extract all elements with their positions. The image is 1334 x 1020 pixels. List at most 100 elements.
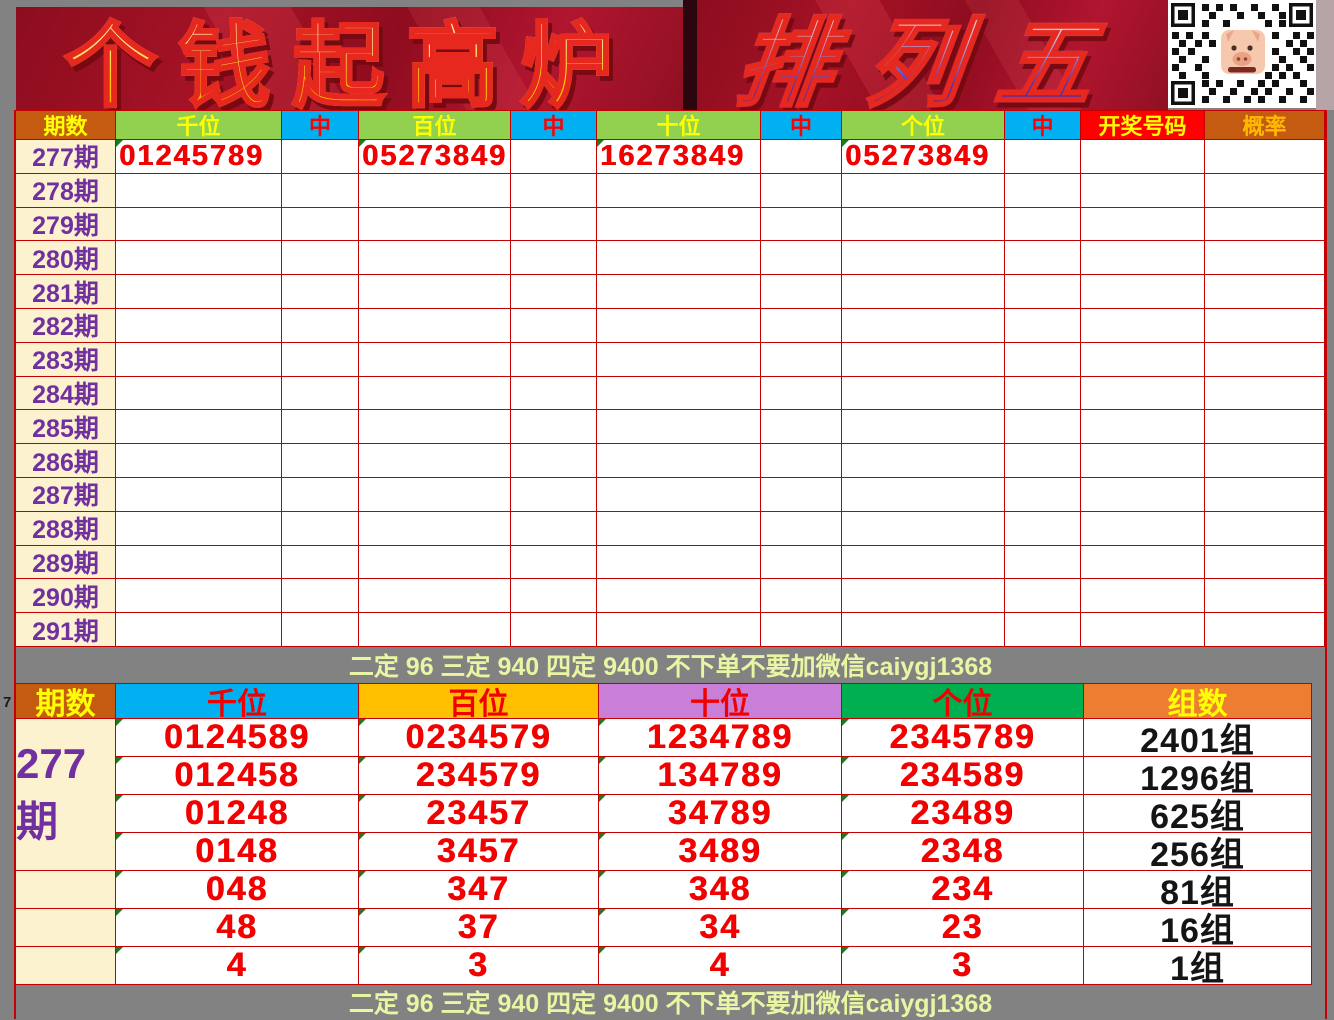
- hit-cell: [1005, 342, 1081, 377]
- thousands-cell: 01248: [116, 794, 359, 833]
- hit-cell: [511, 444, 597, 478]
- row-filler: [1312, 719, 1325, 757]
- probability-cell: [1205, 444, 1325, 478]
- hit-cell: [511, 511, 597, 546]
- period-cell: 283期: [16, 342, 116, 377]
- hit-cell: [511, 241, 597, 276]
- units-cell: 05273849: [842, 140, 1005, 174]
- thousands-cell: [116, 511, 282, 546]
- hundreds-cell: 37: [359, 908, 599, 947]
- table-row: 290期: [16, 579, 1325, 614]
- groups-cell: 2401组: [1084, 718, 1312, 757]
- table-row: 278期: [16, 173, 1325, 208]
- promo-banner-bottom: 二定 96 三定 940 四定 9400 不下单不要加微信caiygj1368: [16, 984, 1325, 1019]
- hundreds-cell: [359, 308, 511, 343]
- hit-cell: [282, 511, 359, 546]
- thousands-cell: 0148: [116, 832, 359, 871]
- col-header-groups: 组数: [1084, 682, 1312, 719]
- col-header-draw-number: 开奖号码: [1081, 110, 1205, 140]
- hundreds-cell: [359, 342, 511, 377]
- col-header-hit-4: 中: [1005, 110, 1081, 140]
- hit-cell: [511, 477, 597, 512]
- draw-number-cell: [1081, 207, 1205, 242]
- period-empty-cell: [16, 946, 116, 985]
- probability-cell: [1205, 477, 1325, 512]
- banner-title-right: 排列五: [728, 0, 1136, 110]
- hundreds-cell: 23457: [359, 794, 599, 833]
- header-filler: [1312, 683, 1325, 719]
- hit-cell: [282, 207, 359, 242]
- probability-cell: [1205, 579, 1325, 614]
- draw-number-cell: [1081, 376, 1205, 411]
- table-row: 291期: [16, 613, 1325, 647]
- draw-number-cell: [1081, 545, 1205, 580]
- period-cell: 285期: [16, 410, 116, 445]
- units-cell: 234: [842, 870, 1084, 909]
- groups-cell: 16组: [1084, 908, 1312, 947]
- hit-cell: [761, 477, 842, 512]
- period-empty-cell: [16, 870, 116, 909]
- row-filler: [1312, 947, 1325, 985]
- table-row: 4 3 4 3 1组: [116, 946, 1325, 985]
- hit-cell: [761, 275, 842, 309]
- promo-text-middle: 二定 96 三定 940 四定 9400 不下单不要加微信caiygj1368: [348, 652, 993, 681]
- probability-cell: [1205, 173, 1325, 208]
- period-cell: 288期: [16, 511, 116, 546]
- table1-body: 277期 01245789 05273849 16273849 05273849…: [16, 140, 1325, 647]
- hit-cell: [761, 140, 842, 174]
- units-cell: [842, 579, 1005, 614]
- tens-cell: [597, 410, 761, 445]
- table1-header-row: 期数 千位 中 百位 中 十位 中 个位 中 开奖号码 概率: [16, 110, 1325, 140]
- thousands-cell: [116, 613, 282, 647]
- hundreds-cell: [359, 579, 511, 614]
- draw-number-cell: [1081, 342, 1205, 377]
- col-header-tens: 十位: [597, 110, 761, 140]
- hit-cell: [282, 376, 359, 411]
- hit-cell: [511, 410, 597, 445]
- hit-cell: [761, 410, 842, 445]
- header-banner: 个钱起高炉 排列五: [0, 0, 1334, 110]
- tens-cell: 1234789: [599, 718, 842, 757]
- draw-number-cell: [1081, 511, 1205, 546]
- row-filler: [1312, 909, 1325, 947]
- col-header-period: 期数: [16, 110, 116, 140]
- period-cell: 278期: [16, 173, 116, 208]
- tens-cell: [597, 511, 761, 546]
- hit-cell: [1005, 207, 1081, 242]
- thousands-cell: [116, 308, 282, 343]
- table-row: 280期: [16, 241, 1325, 276]
- units-cell: [842, 342, 1005, 377]
- hit-cell: [282, 275, 359, 309]
- probability-cell: [1205, 275, 1325, 309]
- units-cell: 23: [842, 908, 1084, 947]
- tens-cell: [597, 545, 761, 580]
- period-cell: 282期: [16, 308, 116, 343]
- units-cell: 2348: [842, 832, 1084, 871]
- thousands-cell: [116, 207, 282, 242]
- tens-cell: [597, 477, 761, 512]
- table-row: 279期: [16, 207, 1325, 242]
- thousands-cell: [116, 579, 282, 614]
- hit-cell: [1005, 613, 1081, 647]
- hit-cell: [761, 308, 842, 343]
- draw-number-cell: [1081, 173, 1205, 208]
- tens-cell: 34: [599, 908, 842, 947]
- row-filler: [1312, 795, 1325, 833]
- hit-cell: [761, 241, 842, 276]
- table-row: 0124589 0234579 1234789 2345789 2401组: [116, 718, 1325, 757]
- probability-cell: [1205, 207, 1325, 242]
- units-cell: [842, 545, 1005, 580]
- table-row: 0148 3457 3489 2348 256组: [116, 832, 1325, 871]
- qr-pattern: [1168, 0, 1316, 108]
- col-header-probability: 概率: [1205, 110, 1325, 140]
- period-cell: 284期: [16, 376, 116, 411]
- tens-cell: [597, 241, 761, 276]
- units-cell: 2345789: [842, 718, 1084, 757]
- hit-cell: [761, 207, 842, 242]
- tens-cell: [597, 342, 761, 377]
- hit-cell: [282, 410, 359, 445]
- hit-cell: [282, 444, 359, 478]
- banner-divider: [683, 0, 697, 110]
- table-row: 277期 01245789 05273849 16273849 05273849: [16, 140, 1325, 174]
